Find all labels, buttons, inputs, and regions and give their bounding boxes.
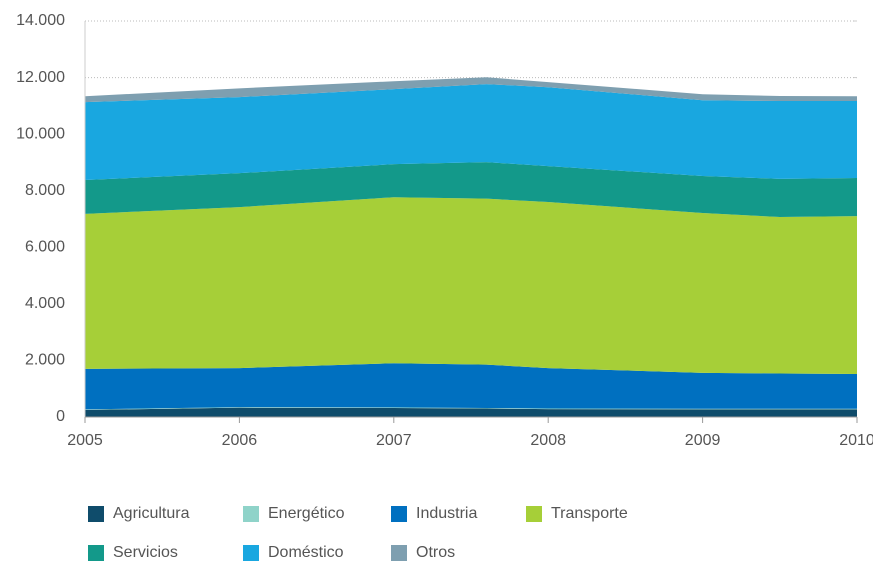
area <box>85 407 857 410</box>
legend-label: Energético <box>268 505 345 522</box>
y-tick-label: 6.000 <box>25 239 65 256</box>
legend-swatch <box>243 506 259 522</box>
x-tick-label: 2009 <box>685 432 721 449</box>
area <box>85 407 857 417</box>
legend-swatch <box>526 506 542 522</box>
area <box>85 162 857 218</box>
legend-swatch <box>243 545 259 561</box>
y-tick-label: 10.000 <box>16 125 65 142</box>
y-tick-label: 2.000 <box>25 352 65 369</box>
legend-label: Transporte <box>551 505 628 522</box>
y-tick-label: 4.000 <box>25 295 65 312</box>
legend-label: Industria <box>416 505 477 522</box>
legend-swatch <box>391 506 407 522</box>
x-tick-label: 2005 <box>67 432 103 449</box>
y-tick-label: 0 <box>56 408 65 425</box>
legend-label: Doméstico <box>268 544 344 561</box>
x-tick-label: 2007 <box>376 432 412 449</box>
legend-swatch <box>391 545 407 561</box>
legend-label: Agricultura <box>113 505 190 522</box>
legend-swatch <box>88 506 104 522</box>
x-tick-label: 2010 <box>839 432 873 449</box>
area <box>85 363 857 410</box>
y-tick-label: 12.000 <box>16 69 65 86</box>
y-tick-label: 8.000 <box>25 182 65 199</box>
area <box>85 197 857 375</box>
y-tick-label: 14.000 <box>16 12 65 29</box>
area <box>85 77 857 103</box>
area <box>85 84 857 180</box>
legend-label: Otros <box>416 544 455 561</box>
legend-label: Servicios <box>113 544 178 561</box>
x-tick-label: 2006 <box>222 432 258 449</box>
x-tick-label: 2008 <box>530 432 566 449</box>
legend-swatch <box>88 545 104 561</box>
